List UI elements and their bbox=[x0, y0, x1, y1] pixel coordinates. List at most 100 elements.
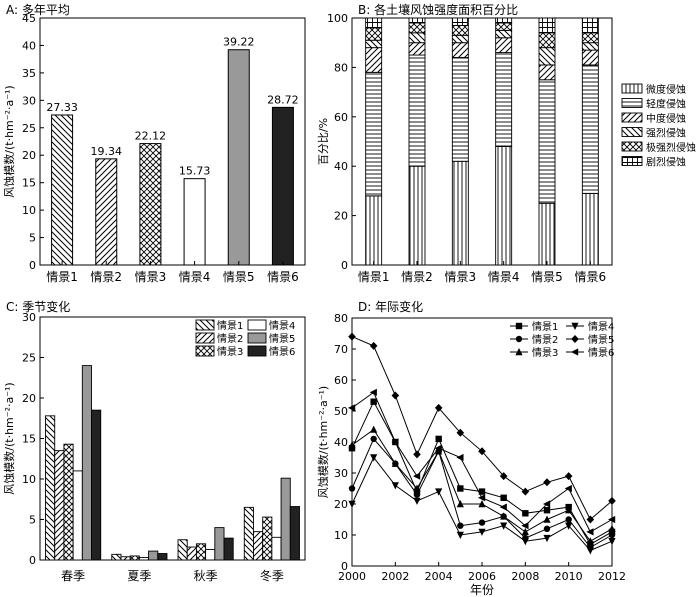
stacked-bar-segment bbox=[365, 17, 383, 29]
data-point bbox=[391, 438, 399, 446]
data-point bbox=[608, 515, 616, 524]
stacked-bar-segment bbox=[365, 47, 383, 73]
data-point bbox=[478, 494, 486, 502]
y-tick-label: 30 bbox=[334, 467, 348, 480]
data-point bbox=[348, 500, 356, 508]
data-point bbox=[521, 527, 529, 536]
stacked-bar-segment bbox=[581, 192, 599, 266]
y-tick-label: 35 bbox=[22, 67, 36, 80]
y-tick-label: 50 bbox=[334, 405, 348, 418]
panel-c-chart: C: 季节变化 0 5 10 15 20 25 30 风蚀模数/(t·hm⁻²·a⁻¹) 春季 夏季… bbox=[2, 299, 306, 583]
legend-label: 情景6 bbox=[269, 345, 295, 358]
data-point bbox=[435, 488, 443, 496]
data-point bbox=[500, 522, 508, 530]
legend-label: 情景3 bbox=[532, 346, 558, 359]
data-point bbox=[413, 497, 421, 505]
legend-label: 情景2 bbox=[532, 333, 558, 346]
data-point bbox=[478, 500, 486, 508]
data-point bbox=[565, 522, 573, 530]
bar bbox=[186, 546, 197, 561]
y-tick-label: 80 bbox=[334, 61, 348, 74]
stacked-bar-segment bbox=[495, 37, 513, 54]
data-point bbox=[608, 538, 616, 546]
legend-label: 极强烈侵蚀 bbox=[646, 141, 696, 154]
x-tick-label: 春季 bbox=[61, 569, 85, 583]
legend-label: 剧烈侵蚀 bbox=[646, 156, 686, 169]
bar-value-label: 27.33 bbox=[46, 101, 78, 114]
data-point bbox=[391, 459, 399, 467]
legend-swatch bbox=[195, 345, 215, 357]
y-axis-label: 风蚀模数/(t·hm⁻²·a⁻¹) bbox=[2, 382, 16, 494]
panel-title: B: 各土壤风蚀强度面积百分比 bbox=[358, 2, 518, 17]
bar bbox=[205, 549, 216, 561]
data-point bbox=[499, 472, 508, 481]
bar bbox=[72, 470, 83, 561]
y-tick-label: 0 bbox=[341, 259, 348, 272]
stacked-bar-segment bbox=[538, 47, 556, 66]
stacked-bar-segment bbox=[408, 165, 426, 266]
legend-marker bbox=[515, 348, 523, 356]
stacked-bar-segment bbox=[581, 42, 599, 51]
y-tick-label: 0 bbox=[341, 560, 348, 573]
x-tick-label: 夏季 bbox=[127, 569, 151, 583]
data-point bbox=[456, 531, 464, 539]
data-point bbox=[543, 534, 551, 543]
stacked-bar-segment bbox=[538, 32, 556, 49]
y-tick-label: 25 bbox=[22, 352, 36, 365]
panel-d-chart: D: 年际变化 0 10 20 30 40 50 60 70 80 风蚀模数/(t·hm⁻²·a⁻¹… bbox=[316, 299, 626, 597]
legend-label: 情景5 bbox=[269, 332, 295, 345]
legend-swatch bbox=[247, 332, 267, 344]
x-tick-label: 情景4 bbox=[179, 270, 211, 284]
y-tick-label: 15 bbox=[22, 177, 36, 190]
x-tick-label: 2006 bbox=[468, 570, 496, 583]
data-point bbox=[369, 388, 377, 396]
y-tick-label: 60 bbox=[334, 374, 348, 387]
x-tick-label: 情景5 bbox=[531, 270, 563, 284]
x-tick-label: 2000 bbox=[338, 570, 366, 583]
legend-label: 情景6 bbox=[588, 346, 614, 359]
bar-value-label: 39.22 bbox=[223, 36, 255, 49]
panel-title: C: 季节变化 bbox=[6, 299, 70, 314]
stacked-bar-segment bbox=[495, 52, 513, 147]
stacked-bar-segment bbox=[495, 29, 513, 39]
stacked-bar-segment bbox=[538, 64, 556, 81]
x-tick-label: 冬季 bbox=[260, 568, 284, 583]
bar bbox=[51, 114, 74, 266]
legend-label: 情景2 bbox=[217, 332, 243, 345]
bar bbox=[253, 531, 264, 561]
bar bbox=[111, 553, 122, 561]
stacked-bar-segment bbox=[451, 17, 469, 26]
data-point bbox=[500, 512, 508, 520]
y-tick-label: 0 bbox=[29, 259, 36, 272]
bar-value-label: 22.12 bbox=[135, 130, 167, 143]
y-tick-label: 25 bbox=[22, 122, 36, 135]
x-tick-label: 2004 bbox=[425, 570, 453, 583]
y-tick-label: 10 bbox=[22, 204, 36, 217]
y-tick-label: 100 bbox=[327, 12, 348, 25]
y-tick-label: 10 bbox=[22, 473, 36, 486]
data-point bbox=[521, 487, 530, 496]
series-line bbox=[351, 391, 613, 533]
y-tick-label: 10 bbox=[334, 529, 348, 542]
data-point bbox=[608, 496, 616, 505]
data-point bbox=[478, 447, 486, 456]
legend-label: 情景1 bbox=[532, 320, 558, 333]
legend-swatch bbox=[621, 156, 643, 166]
stacked-bar-segment bbox=[408, 17, 426, 24]
x-tick-label: 情景3 bbox=[445, 270, 477, 284]
bar bbox=[280, 477, 291, 561]
data-point bbox=[348, 441, 356, 449]
data-point bbox=[457, 485, 464, 492]
data-point bbox=[348, 404, 356, 412]
data-point bbox=[434, 444, 442, 452]
bar bbox=[138, 557, 150, 561]
y-tick-label: 70 bbox=[334, 343, 348, 356]
data-point bbox=[608, 531, 616, 539]
x-tick-label: 情景2 bbox=[90, 270, 122, 284]
plot-area-frame bbox=[39, 17, 306, 266]
data-point bbox=[413, 491, 421, 498]
bar bbox=[81, 365, 92, 561]
data-point bbox=[456, 500, 464, 508]
y-axis-label: 风蚀模数/(t·hm⁻²·a⁻¹) bbox=[316, 386, 330, 498]
stacked-bar-segment bbox=[581, 64, 599, 194]
